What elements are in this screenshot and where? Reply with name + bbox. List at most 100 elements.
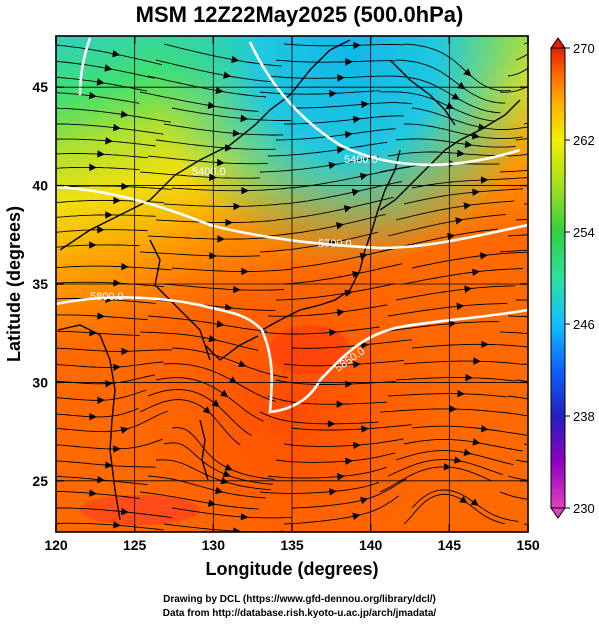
y-tick-label: 45 (32, 79, 48, 95)
streamline (395, 59, 506, 104)
streamline-arrow (224, 144, 233, 152)
streamline (275, 283, 395, 301)
streamline-arrow (584, 470, 590, 476)
streamline-arrow (337, 74, 345, 82)
streamline-arrow (223, 71, 232, 79)
streamline (56, 389, 147, 401)
streamline-arrow (343, 205, 352, 213)
streamline (171, 187, 292, 192)
streamline-arrow (113, 445, 121, 453)
streamline (147, 235, 268, 240)
streamline (411, 343, 528, 349)
streamline (395, 377, 516, 382)
streamline-arrow (345, 457, 353, 465)
streamline (56, 123, 164, 135)
streamline-arrow (209, 173, 217, 182)
streamline-arrow (105, 137, 113, 145)
streamline-arrow (97, 226, 105, 234)
streamline (163, 442, 274, 485)
streamline-arrow (593, 527, 599, 533)
streamline-arrow (113, 279, 121, 287)
streamline (387, 75, 501, 114)
streamline (56, 185, 172, 190)
streamline (56, 407, 139, 418)
streamline-arrow (225, 218, 233, 227)
streamline-arrow (113, 196, 121, 205)
streamline (267, 141, 388, 157)
streamline (275, 196, 394, 221)
streamline-arrow (336, 308, 345, 317)
streamline (56, 153, 148, 159)
streamline-arrow (359, 252, 368, 260)
streamline (403, 188, 523, 205)
height-contours (56, 37, 528, 414)
streamline-arrow (584, 390, 591, 396)
streamline-arrow (96, 78, 105, 86)
streamline-arrow (455, 217, 464, 225)
streamline (379, 321, 500, 333)
streamline (403, 438, 523, 452)
streamline (56, 438, 163, 450)
streamline-arrow (353, 441, 361, 450)
streamline (259, 156, 379, 173)
streamline (292, 102, 412, 109)
colorbar: 230 238 246 254 262 270 (550, 37, 595, 519)
x-tick-label: 140 (359, 537, 383, 553)
contour-label-5800: 5800.0 (90, 291, 124, 303)
streamline (56, 44, 163, 66)
streamline-arrow (586, 217, 592, 223)
streamline-arrow (337, 472, 345, 481)
streamline-arrow (224, 463, 233, 471)
streamline (56, 410, 169, 433)
streamline-arrow (121, 262, 129, 271)
streamline (163, 203, 284, 207)
streamline (56, 490, 140, 499)
y-axis-label: Latitude (degrees) (4, 206, 24, 362)
streamline (259, 231, 379, 253)
streamline-arrow (459, 496, 468, 504)
credit-drawing: Drawing by DCL (https://www.gfd-dennou.o… (163, 594, 436, 605)
streamline (284, 115, 404, 125)
streamline-arrow (359, 172, 368, 181)
streamline-arrow (481, 340, 489, 349)
streamline (139, 331, 259, 351)
streamline-arrow (217, 158, 225, 167)
streamline-arrow (353, 41, 361, 50)
streamline (139, 171, 260, 179)
streamline-arrow (570, 165, 576, 171)
streamline-arrow (329, 488, 337, 496)
contour-label-5700: 5700.0 (318, 238, 352, 250)
streamline (139, 251, 260, 257)
streamline-arrow (352, 512, 361, 521)
streamline (499, 85, 528, 93)
streamline (171, 267, 292, 272)
streamline (56, 314, 148, 321)
streamline-arrow (352, 115, 361, 124)
streamline-arrow (211, 399, 220, 408)
streamline (404, 123, 523, 140)
streamline-arrow (224, 303, 233, 312)
streamline (171, 427, 275, 480)
contour-label-5400b: 5400.0 (344, 154, 378, 166)
streamline (283, 263, 403, 285)
streamline (411, 251, 528, 269)
streamline (147, 475, 266, 499)
streamline-arrow (344, 289, 353, 297)
streamline-arrow (463, 68, 472, 77)
streamline-arrow (592, 455, 599, 461)
streamline (395, 450, 514, 466)
streamline (395, 138, 516, 148)
x-axis-ticks: 120 125 130 135 140 145 150 (44, 36, 540, 553)
x-tick-label: 130 (202, 537, 226, 553)
streamline (267, 213, 386, 237)
streamline-arrow (327, 420, 336, 428)
streamline-arrow (361, 341, 369, 349)
streamline (387, 393, 508, 398)
streamline (147, 75, 267, 98)
streamline-arrow (570, 248, 576, 254)
contour-label-5400: 5400.0 (192, 166, 226, 178)
streamline-arrow (344, 130, 353, 139)
streamline-arrow (456, 302, 465, 311)
streamline-arrow (473, 357, 481, 365)
streamline (499, 411, 528, 417)
